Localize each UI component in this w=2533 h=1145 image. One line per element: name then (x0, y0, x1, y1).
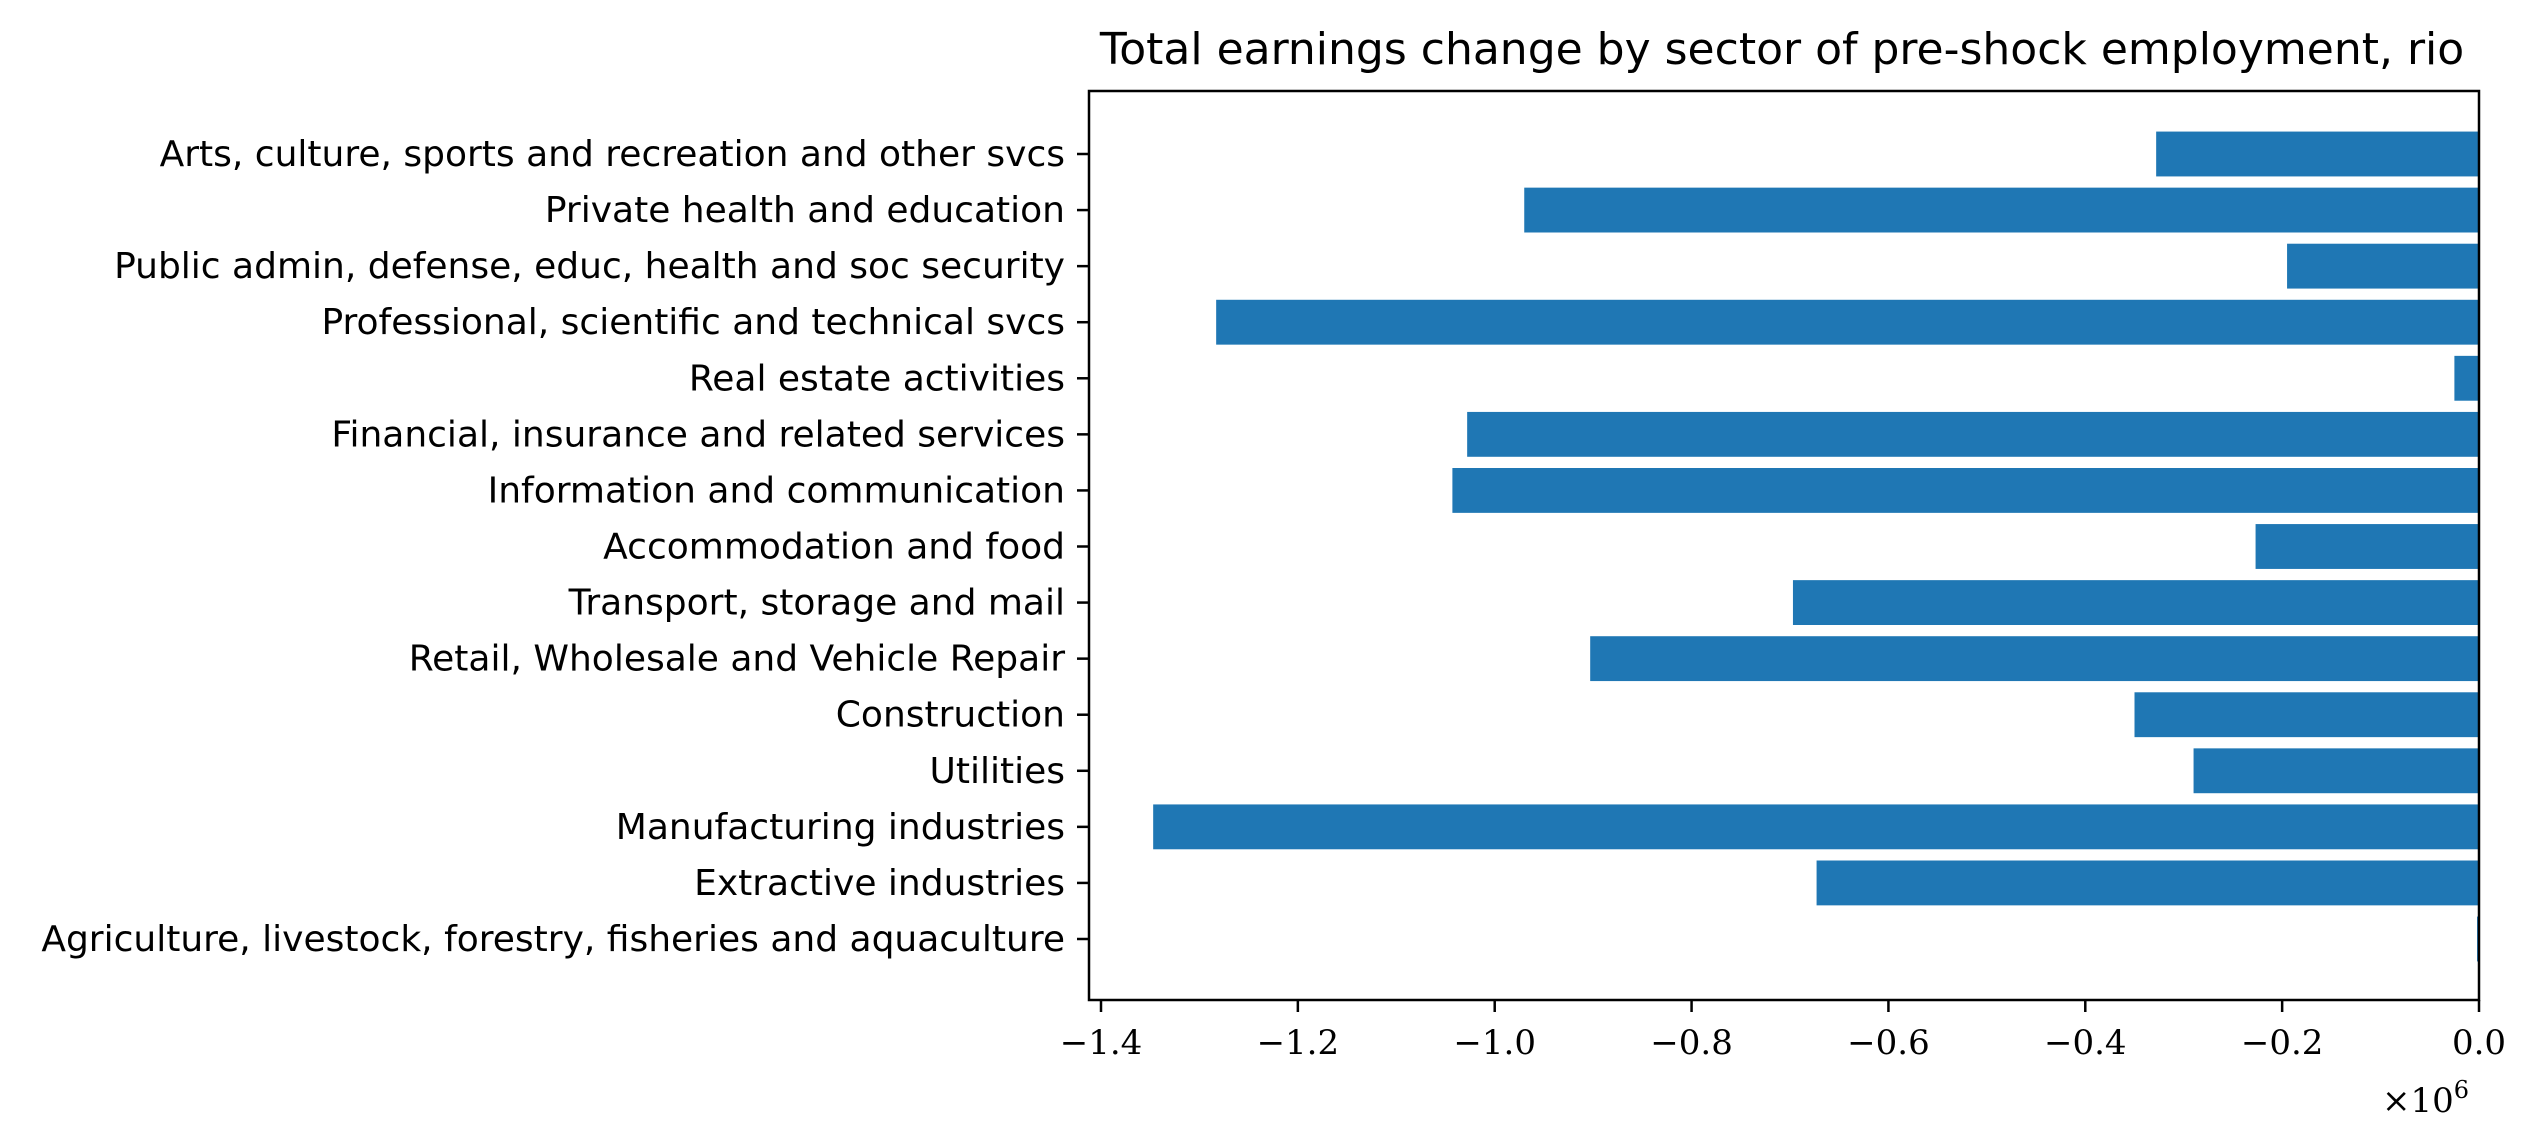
x-offset-label: ×106 (2382, 1076, 2469, 1121)
y-tick-label: Agriculture, livestock, forestry, fisher… (41, 919, 1065, 960)
y-tick-label: Information and communication (488, 470, 1065, 511)
y-tick-label: Extractive industries (694, 863, 1065, 904)
y-tick-label: Private health and education (545, 190, 1065, 231)
y-tick-label: Utilities (930, 751, 1066, 792)
bar (2287, 243, 2479, 289)
chart-title: Total earnings change by sector of pre-s… (1099, 24, 2464, 75)
bar (1816, 860, 2479, 906)
bar (1452, 468, 2479, 513)
x-tick-label: −1.4 (1060, 1023, 1143, 1063)
bars-group (1153, 131, 2479, 962)
x-axis: −1.4 −1.2 −1.0 −0.8 −0.6 −0.4 −0.2 0.0 (1060, 1000, 2506, 1063)
y-tick-label: Transport, storage and mail (568, 583, 1065, 624)
y-tick-label: Accommodation and food (603, 527, 1065, 568)
y-tick-label: Public admin, defense, educ, health and … (114, 246, 1065, 287)
x-tick-label: 0.0 (2452, 1023, 2506, 1063)
y-tick-label: Manufacturing industries (616, 807, 1065, 848)
bar (1524, 187, 2479, 233)
bar (2193, 748, 2479, 794)
bar (2134, 692, 2479, 738)
y-tick-label: Real estate activities (689, 358, 1065, 399)
x-tick-label: −0.6 (1847, 1023, 1930, 1063)
x-tick-label: −1.2 (1257, 1023, 1340, 1063)
y-tick-label: Construction (836, 695, 1065, 736)
x-tick-label: −1.0 (1453, 1023, 1536, 1063)
y-tick-label: Arts, culture, sports and recreation and… (160, 134, 1065, 175)
x-tick-label: −0.2 (2241, 1023, 2324, 1063)
y-tick-label: Financial, insurance and related service… (331, 414, 1065, 455)
bar (1467, 411, 2479, 457)
x-tick-label: −0.8 (1650, 1023, 1733, 1063)
bar (2454, 355, 2479, 401)
x-tick-label: −0.4 (2044, 1023, 2127, 1063)
bar (1590, 636, 2479, 682)
bar (1216, 299, 2479, 345)
bar (2255, 524, 2479, 569)
y-axis: Arts, culture, sports and recreation and… (41, 134, 1089, 960)
bar (1792, 580, 2479, 625)
y-tick-label: Professional, scientific and technical s… (321, 302, 1065, 343)
y-tick-label: Retail, Wholesale and Vehicle Repair (409, 639, 1065, 680)
plot-frame (1087, 89, 2481, 1002)
bar (2156, 131, 2479, 177)
bar (1153, 804, 2479, 850)
